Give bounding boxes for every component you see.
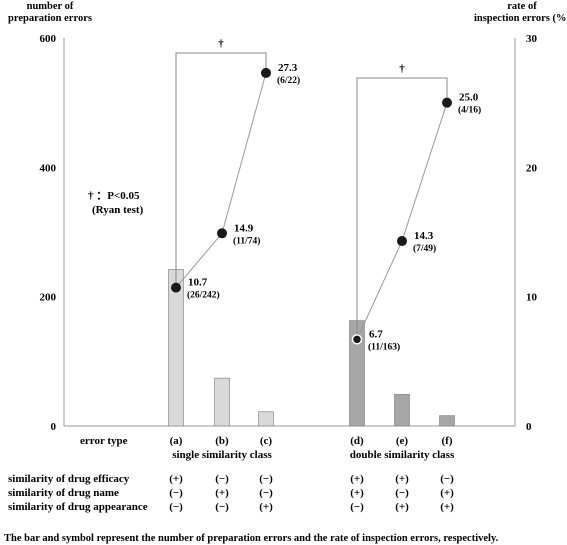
rate-point-c bbox=[261, 67, 271, 78]
rate-value-label: 14.9 bbox=[234, 222, 254, 234]
bar-b bbox=[214, 377, 230, 427]
category-label: (b) bbox=[215, 435, 229, 447]
similarity-value: (+) bbox=[395, 473, 409, 485]
right-tick-label: 10 bbox=[526, 292, 538, 304]
category-labels: (a) (b) (c) (d) (e) (f) bbox=[170, 435, 453, 447]
category-label: (d) bbox=[350, 435, 364, 447]
rate-value-label: 25.0 bbox=[459, 92, 479, 104]
rate-line-group-1 bbox=[175, 72, 267, 288]
left-axis-title-line2: preparation errors bbox=[8, 13, 92, 24]
similarity-value: (+) bbox=[440, 487, 454, 499]
left-tick-label: 200 bbox=[40, 292, 57, 304]
left-tick-label: 0 bbox=[51, 421, 57, 433]
rate-fraction-label: (7/49) bbox=[413, 243, 436, 254]
rate-labels: 10.7(26/242) 14.9(11/74) 27.3(6/22) 6.7(11/… bbox=[187, 62, 481, 352]
similarity-value: (−) bbox=[169, 501, 183, 513]
similarity-value: (−) bbox=[215, 473, 229, 485]
left-axis-ticks: 0 200 400 600 bbox=[40, 33, 57, 433]
bar-f bbox=[439, 415, 455, 427]
significance-brackets: †† bbox=[175, 38, 448, 340]
right-tick-label: 20 bbox=[526, 162, 538, 174]
similarity-table: similarity of drug efficacy (+) (−) (−) (+) (… bbox=[8, 473, 454, 513]
right-tick-label: 0 bbox=[526, 421, 532, 433]
similarity-row-label: similarity of drug name bbox=[8, 487, 119, 499]
rate-value-label: 27.3 bbox=[278, 62, 298, 74]
rate-point-a bbox=[171, 282, 181, 293]
similarity-row-label: similarity of drug appearance bbox=[8, 501, 148, 513]
similarity-value: (+) bbox=[259, 501, 273, 513]
rate-point-e bbox=[397, 236, 407, 247]
similarity-value: (+) bbox=[169, 473, 183, 485]
similarity-row-label: similarity of drug efficacy bbox=[8, 473, 130, 485]
rate-fraction-label: (4/16) bbox=[458, 105, 481, 116]
rate-value-label: 6.7 bbox=[369, 328, 383, 340]
rate-point-d bbox=[351, 334, 363, 345]
similarity-value: (−) bbox=[350, 501, 364, 513]
left-tick-label: 400 bbox=[40, 162, 57, 174]
bar-c bbox=[258, 411, 274, 427]
rate-value-label: 10.7 bbox=[188, 277, 208, 289]
category-label: (a) bbox=[170, 435, 183, 447]
rate-fraction-label: (6/22) bbox=[277, 75, 300, 86]
rate-fraction-label: (11/74) bbox=[233, 235, 260, 246]
similarity-value: (+) bbox=[350, 473, 364, 485]
rate-fraction-label: (26/242) bbox=[187, 290, 220, 301]
right-axis-ticks: 0 10 20 30 bbox=[526, 33, 538, 433]
significance-dagger: † bbox=[399, 63, 405, 75]
similarity-value: (−) bbox=[440, 473, 454, 485]
category-label: (c) bbox=[260, 435, 273, 447]
bar-a bbox=[168, 269, 184, 427]
similarity-value: (−) bbox=[259, 487, 273, 499]
similarity-value: (−) bbox=[259, 473, 273, 485]
similarity-value: (−) bbox=[215, 501, 229, 513]
significance-bracket bbox=[356, 77, 448, 340]
rate-points bbox=[171, 67, 452, 345]
category-label: (f) bbox=[442, 435, 453, 447]
right-tick-label: 30 bbox=[526, 33, 538, 45]
bars bbox=[168, 269, 455, 427]
significance-note: † ：P<0.05 bbox=[88, 190, 140, 202]
similarity-value: (−) bbox=[169, 487, 183, 499]
left-tick-label: 600 bbox=[40, 33, 57, 45]
caption: The bar and symbol represent the number … bbox=[4, 533, 499, 544]
similarity-value: (+) bbox=[440, 501, 454, 513]
significance-bracket bbox=[175, 52, 267, 288]
rate-point-b bbox=[217, 228, 227, 239]
similarity-value: (+) bbox=[395, 501, 409, 513]
similarity-value: (−) bbox=[395, 487, 409, 499]
group-label-double: double similarity class bbox=[350, 449, 455, 461]
right-axis-title-line2: inspection errors (%) bbox=[474, 13, 567, 24]
similarity-value: (+) bbox=[215, 487, 229, 499]
rate-point-f bbox=[442, 97, 452, 108]
significance-test: (Ryan test) bbox=[92, 204, 144, 216]
rate-fraction-label: (11/163) bbox=[368, 341, 400, 352]
error-type-label: error type bbox=[80, 435, 128, 447]
left-axis-title-line1: number of bbox=[27, 1, 74, 12]
rate-line-group-2 bbox=[356, 102, 448, 340]
category-label: (e) bbox=[396, 435, 409, 447]
bar-e bbox=[394, 393, 410, 427]
group-label-single: single similarity class bbox=[172, 449, 272, 461]
significance-dagger: † bbox=[218, 38, 224, 50]
similarity-value: (+) bbox=[350, 487, 364, 499]
rate-value-label: 14.3 bbox=[414, 230, 434, 242]
right-axis-title-line1: rate of bbox=[507, 1, 537, 12]
